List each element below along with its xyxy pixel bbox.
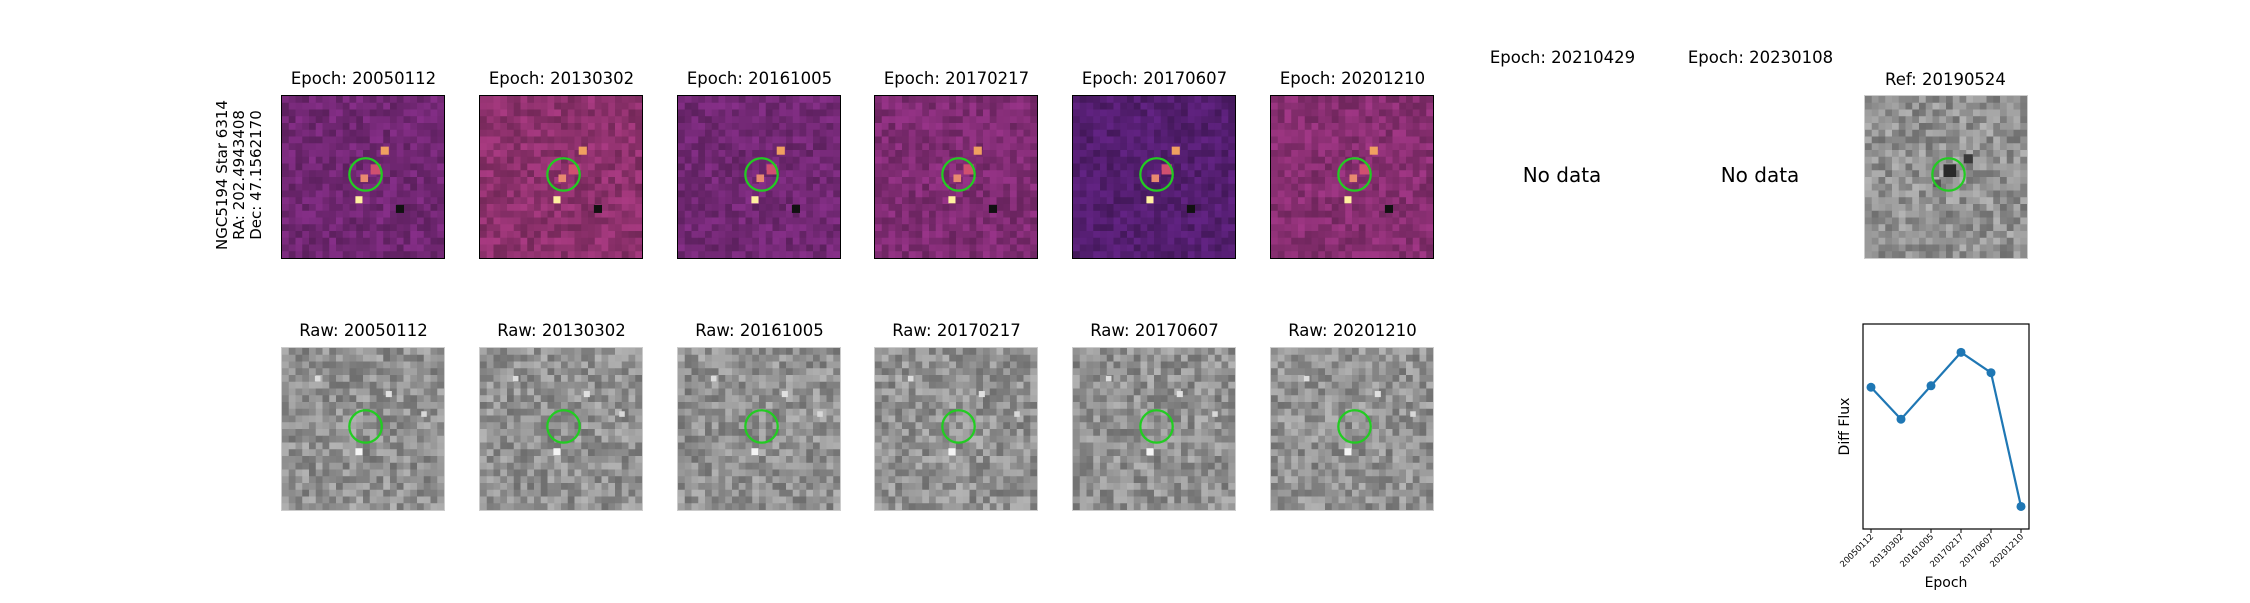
data-point xyxy=(1927,381,1936,390)
y-axis-label: Diff Flux xyxy=(1837,398,1853,456)
raw-epoch-3-image xyxy=(874,347,1038,511)
raw-epoch-1-title: Raw: 20130302 xyxy=(464,321,659,340)
raw-epoch-2-title: Raw: 20161005 xyxy=(662,321,857,340)
raw-epoch-5-image xyxy=(1270,347,1434,511)
diff-epoch-4-title: Epoch: 20170607 xyxy=(1057,69,1252,88)
no-data-text-0: No data xyxy=(1462,163,1662,187)
diff-epoch-5-title: Epoch: 20201210 xyxy=(1255,69,1450,88)
empty-epoch-title-1: Epoch: 20230108 xyxy=(1663,48,1858,67)
raw-epoch-0-title: Raw: 20050112 xyxy=(266,321,461,340)
raw-epoch-0-image xyxy=(281,347,445,511)
reference-image xyxy=(1864,95,2028,259)
target-ra: RA: 202.4943408 xyxy=(231,75,248,275)
diff-epoch-1-title: Epoch: 20130302 xyxy=(464,69,659,88)
raw-epoch-1-image xyxy=(479,347,643,511)
data-point xyxy=(2017,502,2026,511)
data-point xyxy=(1987,368,1996,377)
target-dec: Dec: 47.1562170 xyxy=(248,75,265,275)
diff-epoch-5-image xyxy=(1270,95,1434,259)
diff-epoch-3-image xyxy=(874,95,1038,259)
diff-epoch-2-title: Epoch: 20161005 xyxy=(662,69,857,88)
raw-epoch-4-title: Raw: 20170607 xyxy=(1057,321,1252,340)
diff-epoch-0-title: Epoch: 20050112 xyxy=(266,69,461,88)
diff-epoch-4-image xyxy=(1072,95,1236,259)
diff-epoch-3-title: Epoch: 20170217 xyxy=(859,69,1054,88)
diff-epoch-2-image xyxy=(677,95,841,259)
x-axis-label: Epoch xyxy=(1925,575,1968,591)
raw-epoch-3-title: Raw: 20170217 xyxy=(859,321,1054,340)
diff-epoch-1-image xyxy=(479,95,643,259)
target-name: NGC5194 Star 6314 xyxy=(214,75,231,275)
raw-epoch-4-image xyxy=(1072,347,1236,511)
raw-epoch-2-image xyxy=(677,347,841,511)
empty-epoch-title-0: Epoch: 20210429 xyxy=(1465,48,1660,67)
no-data-text-1: No data xyxy=(1660,163,1860,187)
data-point xyxy=(1867,383,1876,392)
reference-title: Ref: 20190524 xyxy=(1863,70,2028,89)
diff-epoch-0-image xyxy=(281,95,445,259)
raw-epoch-5-title: Raw: 20201210 xyxy=(1255,321,1450,340)
data-point xyxy=(1957,348,1966,357)
data-point xyxy=(1897,415,1906,424)
